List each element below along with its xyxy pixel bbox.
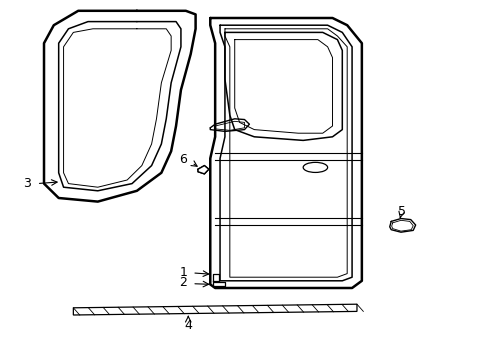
Text: 4: 4	[184, 319, 192, 332]
Polygon shape	[198, 166, 208, 174]
Text: 3: 3	[23, 177, 31, 190]
Text: 6: 6	[179, 153, 187, 166]
Text: 1: 1	[179, 266, 187, 279]
Text: 5: 5	[397, 205, 405, 218]
Text: 2: 2	[179, 276, 187, 289]
